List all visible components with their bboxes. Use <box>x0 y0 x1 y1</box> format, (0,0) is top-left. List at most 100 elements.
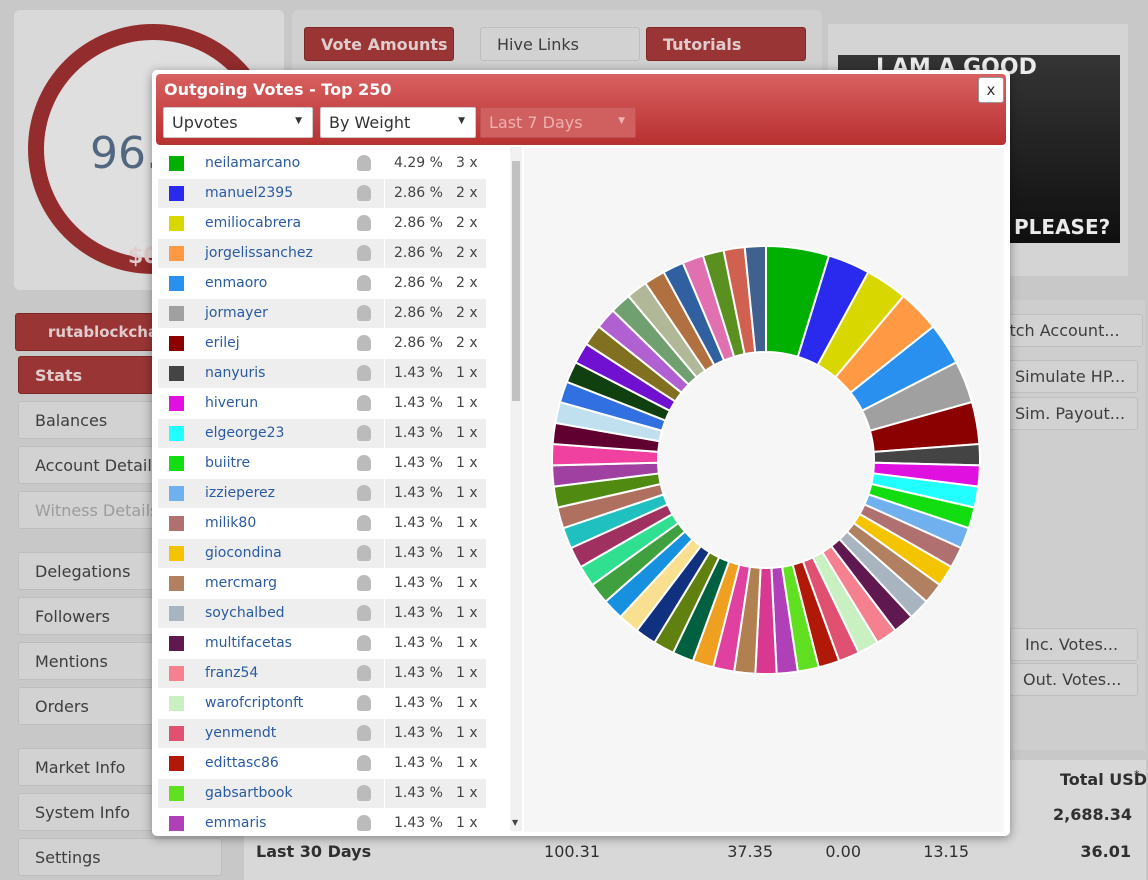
voter-name[interactable]: neilamarcano <box>205 155 301 171</box>
vote-row: enmaoro 2.86 % 2 x <box>158 269 486 298</box>
user-icon[interactable] <box>357 395 371 411</box>
column-divider <box>384 659 385 688</box>
user-icon[interactable] <box>357 635 371 651</box>
user-icon[interactable] <box>357 725 371 741</box>
column-divider <box>384 359 385 388</box>
vote-row: edittasc86 1.43 % 1 x <box>158 749 486 778</box>
vote-count: 1 x <box>456 815 478 831</box>
voter-name[interactable]: gabsartbook <box>205 785 293 801</box>
voter-name[interactable]: buiitre <box>205 455 251 471</box>
table-header: Total USD <box>1060 770 1148 789</box>
voter-name[interactable]: warofcriptonft <box>205 695 304 711</box>
user-icon[interactable] <box>357 305 371 321</box>
voter-name[interactable]: franz54 <box>205 665 259 681</box>
voter-name[interactable]: soychalbed <box>205 605 285 621</box>
scrollbar[interactable] <box>510 147 522 831</box>
voter-name[interactable]: nanyuris <box>205 365 266 381</box>
voter-name[interactable]: enmaoro <box>205 275 268 291</box>
nav-button[interactable]: Hive Links <box>480 27 640 61</box>
voter-name[interactable]: mercmarg <box>205 575 278 591</box>
menu-item[interactable]: Settings <box>18 838 222 876</box>
user-icon[interactable] <box>357 425 371 441</box>
user-icon[interactable] <box>357 245 371 261</box>
voter-name[interactable]: multifacetas <box>205 635 292 651</box>
color-swatch <box>169 726 184 741</box>
voter-name[interactable]: jormayer <box>205 305 268 321</box>
vote-count: 1 x <box>456 545 478 561</box>
color-swatch <box>169 756 184 771</box>
action-button[interactable]: itch Account... <box>990 314 1143 347</box>
column-divider <box>384 509 385 538</box>
user-icon[interactable] <box>357 455 371 471</box>
filter-label: By Weight <box>329 113 411 132</box>
voter-name[interactable]: giocondina <box>205 545 282 561</box>
color-swatch <box>169 456 184 471</box>
color-swatch <box>169 246 184 261</box>
column-divider <box>384 479 385 508</box>
voter-name[interactable]: milik80 <box>205 515 257 531</box>
user-icon[interactable] <box>357 365 371 381</box>
filter-select[interactable]: By Weight ▼ <box>320 107 476 138</box>
vote-row: nanyuris 1.43 % 1 x <box>158 359 486 388</box>
user-icon[interactable] <box>357 485 371 501</box>
action-button[interactable]: Sim. Payout... <box>1000 397 1138 430</box>
user-icon[interactable] <box>357 755 371 771</box>
color-swatch <box>169 426 184 441</box>
vote-count: 2 x <box>456 275 478 291</box>
voter-name[interactable]: jorgelissanchez <box>205 245 313 261</box>
user-icon[interactable] <box>357 215 371 231</box>
nav-button[interactable]: Vote Amounts <box>304 27 454 61</box>
voter-name[interactable]: manuel2395 <box>205 185 294 201</box>
user-icon[interactable] <box>357 545 371 561</box>
voter-name[interactable]: izzieperez <box>205 485 275 501</box>
scroll-thumb[interactable] <box>512 161 520 401</box>
voter-name[interactable]: edittasc86 <box>205 755 279 771</box>
user-icon[interactable] <box>357 275 371 291</box>
vote-percent: 1.43 % <box>394 575 443 591</box>
vote-row: giocondina 1.43 % 1 x <box>158 539 486 568</box>
vote-percent: 2.86 % <box>394 185 443 201</box>
user-icon[interactable] <box>357 665 371 681</box>
vote-count: 1 x <box>456 635 478 651</box>
user-icon[interactable] <box>357 575 371 591</box>
close-button[interactable]: x <box>978 77 1004 103</box>
user-icon[interactable] <box>357 155 371 171</box>
voter-name[interactable]: erilej <box>205 335 240 351</box>
user-icon[interactable] <box>357 785 371 801</box>
user-icon[interactable] <box>357 605 371 621</box>
donut-slice[interactable] <box>743 244 767 354</box>
table-cell: Last 30 Days <box>256 842 372 861</box>
filter-label: Last 7 Days <box>489 113 583 132</box>
voter-name[interactable]: elgeorge23 <box>205 425 285 441</box>
user-icon[interactable] <box>357 335 371 351</box>
voter-name[interactable]: yenmendt <box>205 725 277 741</box>
donut-chart <box>551 244 981 675</box>
vote-count: 3 x <box>456 155 478 171</box>
banner-bottom-text: PLEASE? <box>1014 215 1111 239</box>
action-button[interactable]: Out. Votes... <box>1008 663 1138 696</box>
user-icon[interactable] <box>357 695 371 711</box>
filter-label: Upvotes <box>172 113 238 132</box>
column-divider <box>384 179 385 208</box>
action-button[interactable]: Inc. Votes... <box>1010 628 1138 661</box>
column-divider <box>384 719 385 748</box>
color-swatch <box>169 486 184 501</box>
vote-count: 2 x <box>456 245 478 261</box>
vote-row: multifacetas 1.43 % 1 x <box>158 629 486 658</box>
user-icon[interactable] <box>357 515 371 531</box>
vote-count: 2 x <box>456 185 478 201</box>
user-icon[interactable] <box>357 815 371 831</box>
user-icon[interactable] <box>357 185 371 201</box>
voter-name[interactable]: emmaris <box>205 815 267 831</box>
column-divider <box>384 539 385 568</box>
voter-name[interactable]: hiverun <box>205 395 259 411</box>
filter-select[interactable]: Upvotes ▼ <box>163 107 313 138</box>
nav-button[interactable]: Tutorials <box>646 27 806 61</box>
vote-percent: 1.43 % <box>394 785 443 801</box>
action-button[interactable]: Simulate HP... <box>1000 360 1138 393</box>
vote-percent: 1.43 % <box>394 395 443 411</box>
vote-row: milik80 1.43 % 1 x <box>158 509 486 538</box>
vote-percent: 1.43 % <box>394 605 443 621</box>
voter-name[interactable]: emiliocabrera <box>205 215 302 231</box>
vote-row: soychalbed 1.43 % 1 x <box>158 599 486 628</box>
